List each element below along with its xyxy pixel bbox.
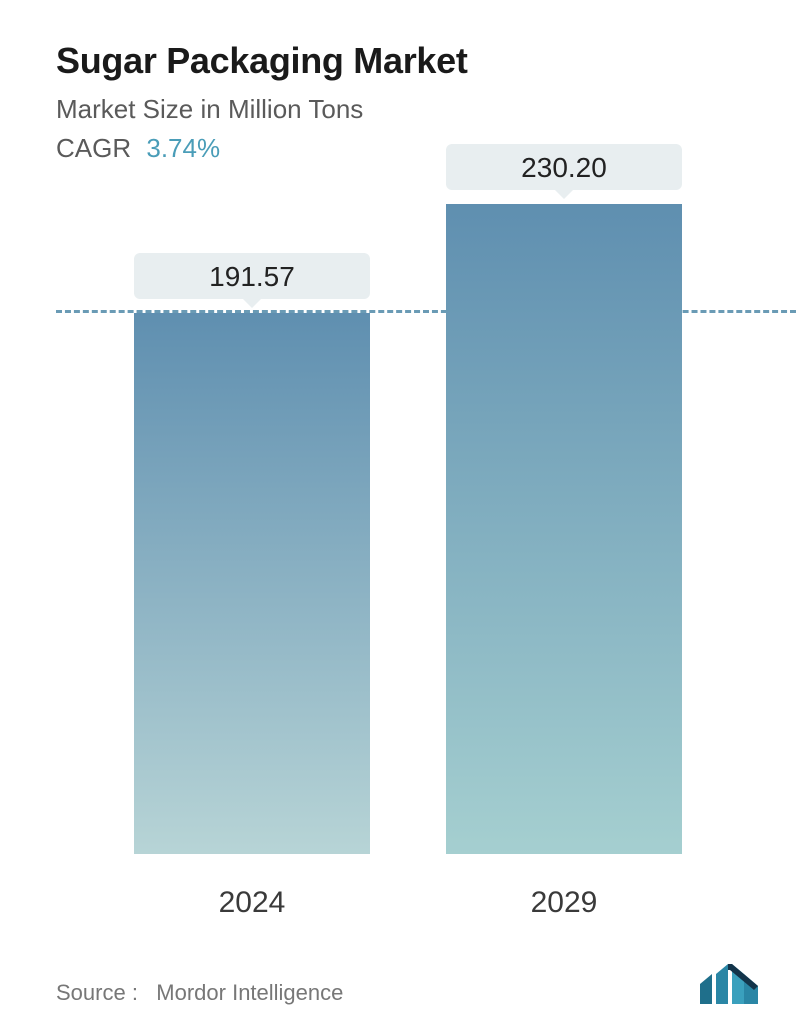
bar-wrap-1: 230.20: [446, 194, 682, 854]
bar-1: [446, 204, 682, 854]
page-title: Sugar Packaging Market: [56, 40, 760, 82]
x-label-1: 2029: [446, 872, 682, 932]
chart-area: 191.57 230.20 2024 2029: [56, 194, 760, 932]
cagr-value: 3.74%: [146, 133, 220, 163]
brand-logo-icon: [698, 960, 760, 1006]
value-pill-0: 191.57: [134, 253, 370, 299]
footer: Source : Mordor Intelligence: [56, 942, 760, 1006]
bar-wrap-0: 191.57: [134, 194, 370, 854]
source-label: Source :: [56, 980, 138, 1005]
plot-region: 191.57 230.20: [56, 194, 760, 854]
subtitle: Market Size in Million Tons: [56, 94, 760, 125]
value-pill-1: 230.20: [446, 144, 682, 190]
x-axis-labels: 2024 2029: [56, 872, 760, 932]
chart-container: Sugar Packaging Market Market Size in Mi…: [0, 0, 796, 1034]
bars-group: 191.57 230.20: [56, 194, 760, 854]
bar-0: [134, 313, 370, 854]
source-text: Source : Mordor Intelligence: [56, 980, 343, 1006]
cagr-label: CAGR: [56, 133, 131, 163]
source-name: Mordor Intelligence: [156, 980, 343, 1005]
x-label-0: 2024: [134, 872, 370, 932]
